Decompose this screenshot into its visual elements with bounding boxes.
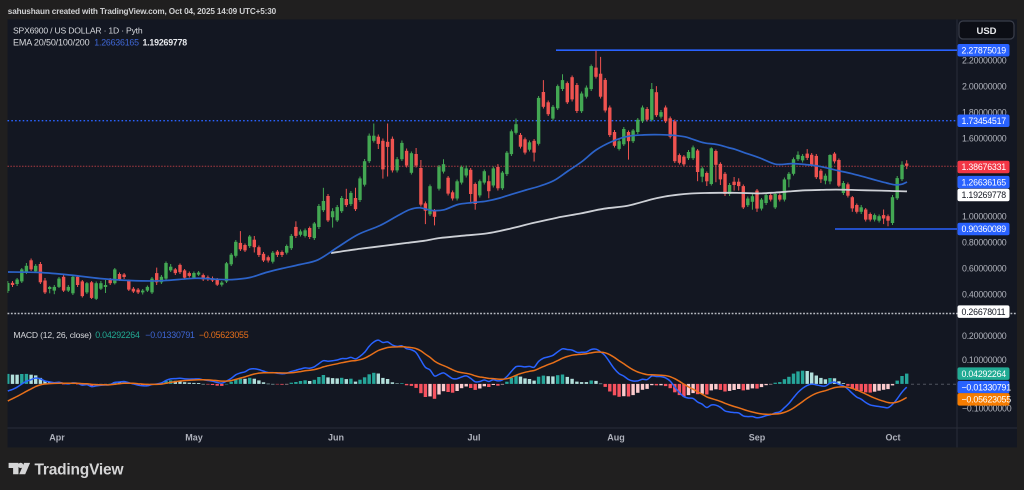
svg-text:USD: USD xyxy=(976,26,996,37)
svg-text:Jun: Jun xyxy=(328,433,344,443)
svg-text:Aug: Aug xyxy=(607,433,625,443)
svg-text:−0.01330791: −0.01330791 xyxy=(145,330,195,340)
svg-text:MACD (12, 26, close): MACD (12, 26, close) xyxy=(13,330,91,340)
svg-text:2.20000000: 2.20000000 xyxy=(962,56,1007,66)
svg-text:1.19269778: 1.19269778 xyxy=(962,190,1007,200)
svg-text:0.90360089: 0.90360089 xyxy=(962,224,1007,234)
svg-text:0.04292264: 0.04292264 xyxy=(95,330,140,340)
svg-text:0.04292264: 0.04292264 xyxy=(962,369,1007,379)
svg-text:1.38676331: 1.38676331 xyxy=(962,162,1007,172)
svg-text:0.60000000: 0.60000000 xyxy=(962,264,1007,274)
svg-text:0.10000000: 0.10000000 xyxy=(962,355,1007,365)
svg-text:−0.05623055: −0.05623055 xyxy=(962,395,1012,405)
svg-text:1.80000000: 1.80000000 xyxy=(962,108,1007,118)
svg-text:1.73454517: 1.73454517 xyxy=(962,116,1007,126)
svg-text:Jul: Jul xyxy=(467,433,480,443)
svg-text:−0.10000000: −0.10000000 xyxy=(962,403,1012,413)
svg-text:−0.05623055: −0.05623055 xyxy=(199,330,249,340)
svg-text:2.27875019: 2.27875019 xyxy=(962,45,1007,55)
svg-text:Oct: Oct xyxy=(885,433,900,443)
svg-text:May: May xyxy=(185,433,203,443)
svg-text:1.00000000: 1.00000000 xyxy=(962,212,1007,222)
svg-text:1.26636165: 1.26636165 xyxy=(94,38,139,48)
svg-text:EMA 20/50/100/200: EMA 20/50/100/200 xyxy=(13,38,90,48)
svg-text:sahushaun created with Trading: sahushaun created with TradingView.com, … xyxy=(8,7,277,16)
svg-text:0.20000000: 0.20000000 xyxy=(962,331,1007,341)
svg-text:0.26678011: 0.26678011 xyxy=(962,307,1006,317)
svg-text:SPX6900 / US DOLLAR · 1D · Pyt: SPX6900 / US DOLLAR · 1D · Pyth xyxy=(13,26,143,36)
svg-text:1.60000000: 1.60000000 xyxy=(962,134,1007,144)
svg-text:Apr: Apr xyxy=(49,433,65,443)
svg-text:0.80000000: 0.80000000 xyxy=(962,238,1007,248)
svg-text:2.00000000: 2.00000000 xyxy=(962,82,1007,92)
svg-text:1.19269778: 1.19269778 xyxy=(143,38,188,48)
svg-text:−0.01330791: −0.01330791 xyxy=(962,382,1012,392)
svg-text:1.26636165: 1.26636165 xyxy=(962,177,1007,187)
svg-text:Sep: Sep xyxy=(749,433,766,443)
svg-text:TradingView: TradingView xyxy=(35,461,125,478)
svg-text:0.40000000: 0.40000000 xyxy=(962,290,1007,300)
